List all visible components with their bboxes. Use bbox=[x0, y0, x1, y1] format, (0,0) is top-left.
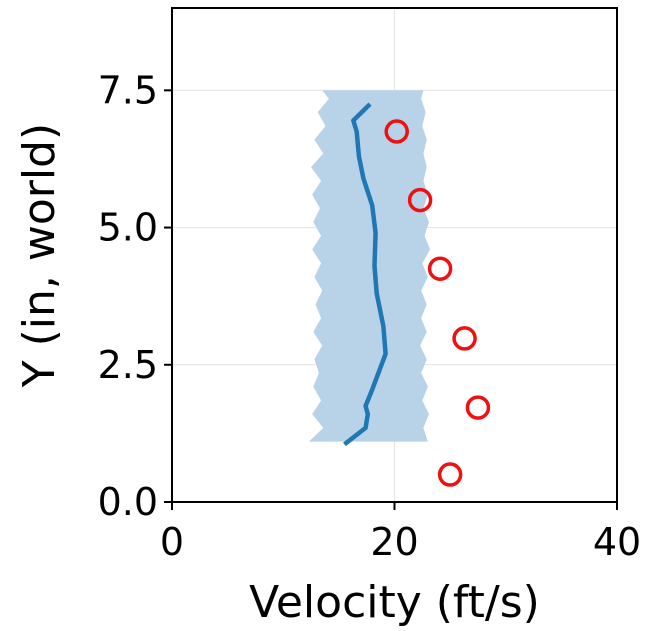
y-axis-label: Y (in, world) bbox=[14, 123, 65, 388]
data-point-0 bbox=[437, 462, 463, 487]
x-tick-label-1: 20 bbox=[370, 520, 418, 564]
x-tick-label-2: 40 bbox=[593, 520, 641, 564]
velocity-line bbox=[343, 102, 388, 447]
y-tick-label-3: 7.5 bbox=[98, 68, 158, 112]
data-point-5 bbox=[384, 119, 409, 144]
data-point-1 bbox=[465, 395, 491, 420]
band-area bbox=[308, 90, 431, 442]
x-tick-label-0: 0 bbox=[160, 520, 184, 564]
x-axis-label: Velocity (ft/s) bbox=[249, 577, 540, 628]
mean-velocity-line bbox=[343, 102, 388, 447]
confidence-band bbox=[308, 90, 431, 442]
data-point-3 bbox=[427, 256, 453, 281]
y-tick-label-0: 0.0 bbox=[98, 480, 158, 524]
y-tick-label-2: 5.0 bbox=[98, 206, 158, 250]
data-point-2 bbox=[452, 326, 477, 351]
measured-points bbox=[384, 119, 491, 487]
data-point-4 bbox=[407, 187, 433, 213]
x-ticks: 0 20 40 bbox=[160, 502, 641, 564]
y-ticks: 0.0 2.5 5.0 7.5 bbox=[98, 68, 172, 524]
y-tick-label-1: 2.5 bbox=[98, 343, 158, 387]
